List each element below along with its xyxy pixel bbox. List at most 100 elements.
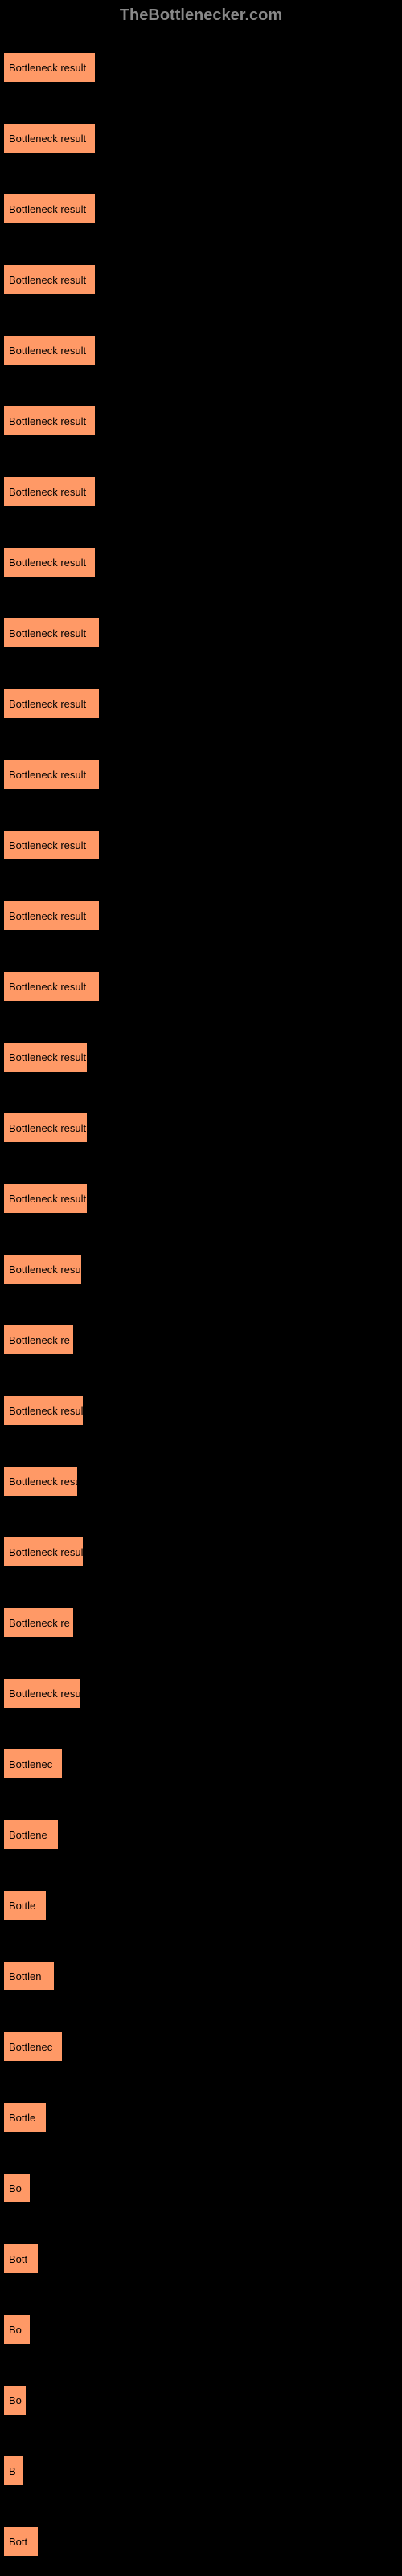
bar: Bottleneck result (3, 971, 100, 1002)
bar-row: Bottleneck result (3, 385, 399, 455)
bar-row: Bottleneck result (3, 314, 399, 385)
bar: Bo (3, 2314, 31, 2345)
bar-row: Bottlenec (3, 1728, 399, 1798)
bar-label: Bottleneck result (9, 981, 86, 993)
bar: Bottle (3, 2102, 47, 2133)
bar: Bottleneck result (3, 406, 96, 436)
bar: Bottleneck resu (3, 1678, 80, 1708)
bar: Bottleneck result (3, 123, 96, 153)
bar-row: Bottleneck result (3, 1374, 399, 1445)
bar: Bottleneck result (3, 335, 96, 365)
bar-label: Bott (9, 2536, 27, 2548)
bar-label: Bo (9, 2182, 22, 2194)
bar-row: Bo (3, 2293, 399, 2364)
bar-label: Bottleneck result (9, 910, 86, 922)
bar-row: Bottleneck result (3, 597, 399, 667)
bar-label: Bottleneck result (9, 557, 86, 569)
bar-label: Bottleneck result (9, 274, 86, 286)
bar-label: Bottleneck result (9, 133, 86, 145)
bar-row: Bottleneck result (3, 809, 399, 880)
bar-label: Bottleneck result (9, 627, 86, 639)
bar-row: Bottleneck result (3, 880, 399, 950)
bar-row: Bottleneck result (3, 455, 399, 526)
bar: Bottleneck result (3, 1395, 84, 1426)
bar: Bottleneck result (3, 688, 100, 719)
bar-label: Bottleneck result (9, 1546, 83, 1558)
bar-row: Bottleneck result (3, 667, 399, 738)
bar-row: Bottleneck result (3, 1021, 399, 1092)
bar-label: Bottleneck result (9, 1051, 86, 1063)
bar-row: Bott (3, 2505, 399, 2576)
bar: Bottleneck result (3, 264, 96, 295)
bar-label: Bottlen (9, 1970, 41, 1982)
bar-row: Bottleneck result (3, 173, 399, 243)
bar: Bottleneck result (3, 547, 96, 578)
bar: Bottleneck result (3, 1183, 88, 1214)
bar-row: Bott (3, 2223, 399, 2293)
bar-label: Bottleneck re (9, 1617, 70, 1629)
header-title: TheBottlenecker.com (120, 6, 282, 24)
bar-row: Bottlene (3, 1798, 399, 1869)
bar-row: Bottleneck result (3, 243, 399, 314)
bar-label: Bottleneck result (9, 839, 86, 851)
bar-label: Bottleneck result (9, 1193, 86, 1205)
bar-label: Bottleneck resu (9, 1476, 77, 1488)
bar-label: Bottleneck resu (9, 1688, 80, 1700)
bar-label: Bottlenec (9, 1758, 52, 1770)
bar-label: Bottleneck result (9, 1405, 83, 1417)
bar: Bottlene (3, 1819, 59, 1850)
bar: Bottleneck result (3, 900, 100, 931)
bar-row: Bottleneck result (3, 1162, 399, 1233)
bar-row: Bottleneck result (3, 950, 399, 1021)
bar-label: Bottle (9, 1900, 35, 1912)
bar-label: Bottleneck re (9, 1334, 70, 1346)
bar: Bottleneck result (3, 618, 100, 648)
bar-row: Bottlenec (3, 2011, 399, 2081)
bar-row: Bottleneck result (3, 31, 399, 102)
bar-label: Bottleneck result (9, 62, 86, 74)
bar-label: Bottleneck result (9, 1122, 86, 1134)
bar-label: Bo (9, 2394, 22, 2407)
bar: Bott (3, 2243, 39, 2274)
bar: Bottleneck result (3, 476, 96, 507)
bar-row: Bottleneck resu (3, 1445, 399, 1516)
header: TheBottlenecker.com (0, 0, 402, 31)
bar-label: Bottleneck result (9, 698, 86, 710)
bar-row: Bo (3, 2364, 399, 2435)
bar: Bottlenec (3, 2031, 63, 2062)
bar: Bottleneck re (3, 1607, 74, 1638)
bar: Bottleneck result (3, 194, 96, 224)
bar-row: Bottleneck result (3, 102, 399, 173)
bar-row: Bottleneck re (3, 1586, 399, 1657)
bar-label: Bottle (9, 2112, 35, 2124)
bar-label: Bottlenec (9, 2041, 52, 2053)
bar-label: Bottleneck result (9, 769, 86, 781)
bar: Bo (3, 2173, 31, 2203)
bar: Bott (3, 2526, 39, 2557)
bar-label: B (9, 2465, 16, 2477)
bar-label: Bo (9, 2324, 22, 2336)
bar-label: Bottleneck result (9, 415, 86, 427)
bar-row: Bottle (3, 2081, 399, 2152)
bar-label: Bottleneck result (9, 203, 86, 215)
bar: Bottleneck result (3, 52, 96, 83)
bar-row: Bottleneck re (3, 1304, 399, 1374)
bar-row: Bottleneck resu (3, 1657, 399, 1728)
bar: Bottlenec (3, 1749, 63, 1779)
bar: Bottleneck result (3, 830, 100, 860)
bar: Bottleneck resu (3, 1466, 78, 1496)
bar: Bottleneck result (3, 759, 100, 790)
bar: Bottlen (3, 1961, 55, 1991)
bar: Bottleneck result (3, 1537, 84, 1567)
bar: Bottleneck result (3, 1254, 82, 1284)
bar-row: Bottleneck result (3, 1092, 399, 1162)
bar: Bottle (3, 1890, 47, 1921)
bar-chart: Bottleneck result Bottleneck result Bottle… (0, 31, 402, 2576)
bar-row: B (3, 2435, 399, 2505)
bar: Bottleneck result (3, 1042, 88, 1072)
bar: Bottleneck re (3, 1325, 74, 1355)
bar: Bo (3, 2385, 27, 2415)
bar-row: Bottleneck result (3, 738, 399, 809)
bar: Bottleneck result (3, 1112, 88, 1143)
bar-row: Bottle (3, 1869, 399, 1940)
